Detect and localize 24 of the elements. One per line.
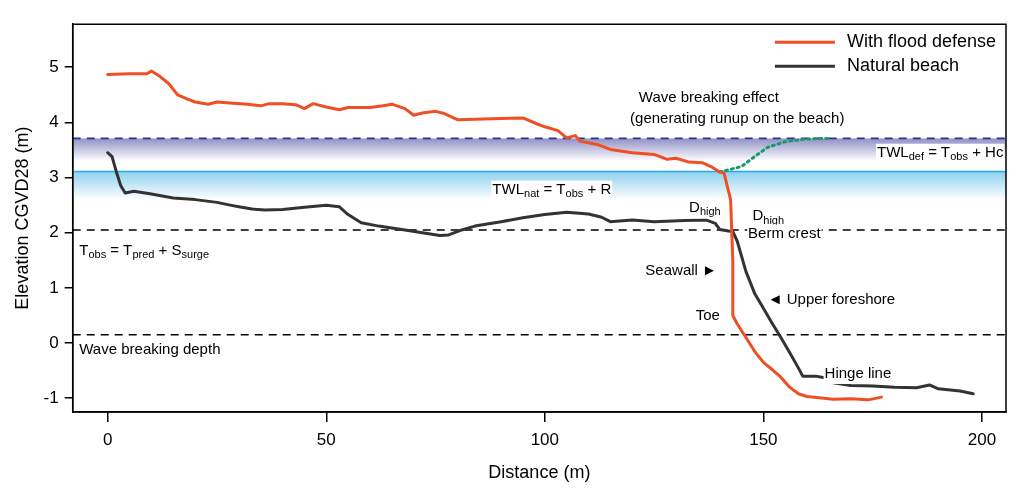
legend-label: Natural beach [846,55,959,76]
y-axis-title: Elevation CGVD28 (m) [11,126,32,310]
y-tick-label: 4 [49,112,59,132]
annotation: Toe [695,305,720,323]
x-tick-label: 0 [102,429,113,449]
line-series [718,136,831,174]
annotation: ◄ Upper foreshore [767,290,896,308]
x-tick-label: 150 [749,429,778,449]
annotation: Hinge line [824,363,892,381]
legend-label: With flood defense [846,31,996,52]
y-tick-label: 3 [49,167,59,187]
x-tick-label: 100 [530,429,560,449]
y-tick-label: -1 [43,387,59,407]
y-tick-label: 0 [49,332,59,352]
y-tick-label: 5 [49,56,59,76]
x-tick-label: 50 [316,429,336,449]
y-tick-label: 1 [49,277,59,297]
annotation: Wave breaking depth [79,340,221,358]
annotation: Seawall ► [645,261,717,279]
annotation: Wave breaking effect [638,87,780,105]
x-axis-title: Distance (m) [488,462,591,483]
annotation: (generating runup on the beach) [630,108,845,126]
x-tick-label: 200 [967,429,997,449]
y-tick-label: 2 [49,222,59,242]
